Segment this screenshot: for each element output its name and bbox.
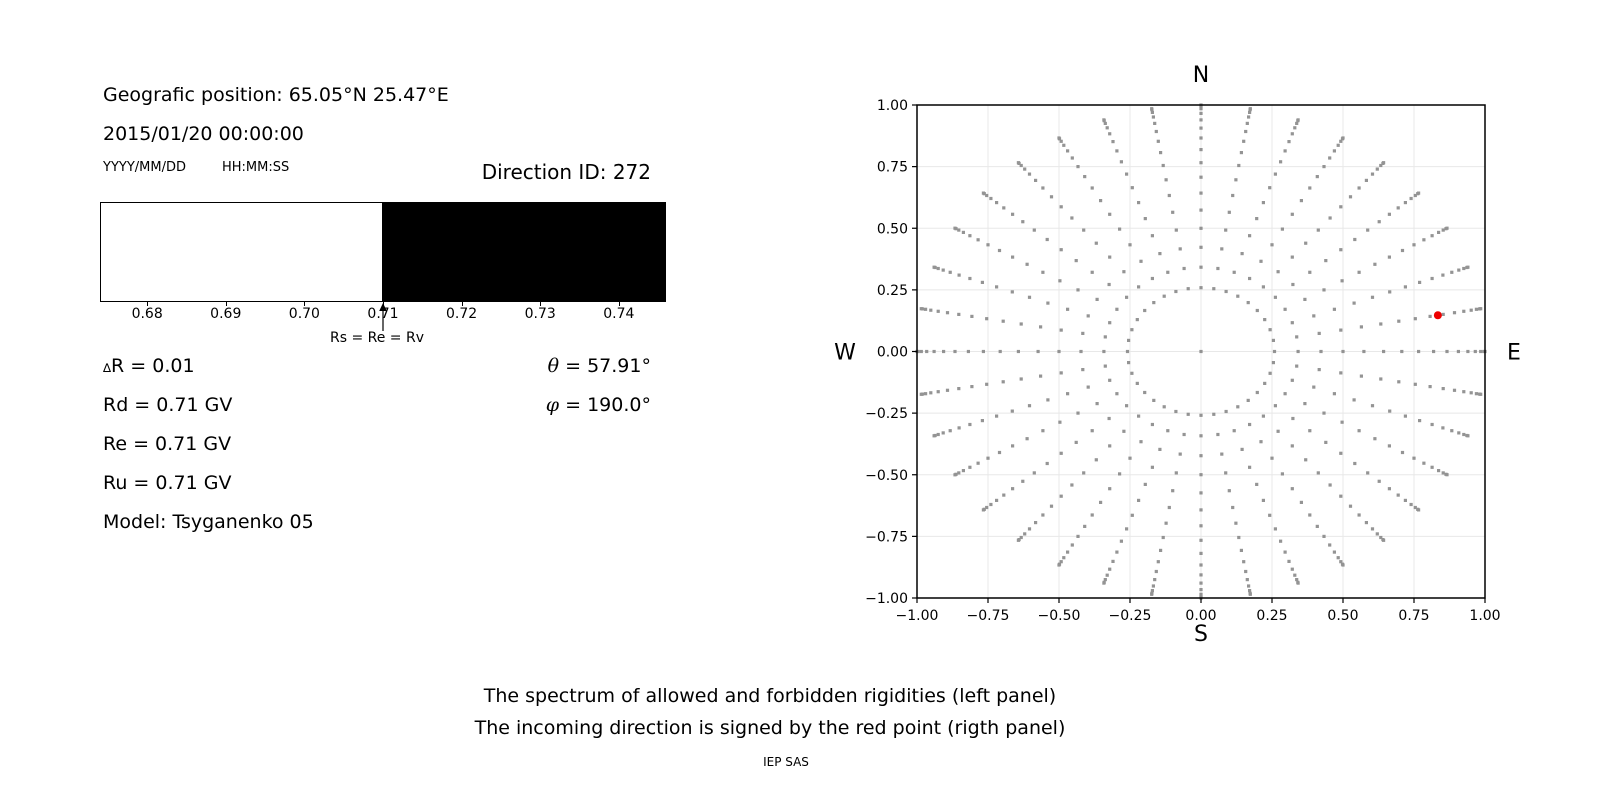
rigidity-tick-mark	[540, 302, 542, 306]
x-tick-label: 1.00	[1469, 608, 1500, 624]
model-text: Model: Tsyganenko 05	[103, 511, 314, 533]
direction-id-text: Direction ID: 272	[481, 160, 651, 184]
rigidity-tick-label: 0.69	[210, 306, 242, 322]
x-tick-label: 0.25	[1256, 608, 1287, 624]
theta-symbol: θ	[547, 355, 560, 377]
geographic-position-text: Geografic position: 65.05°N 25.47°E	[103, 84, 449, 106]
caption-line-2: The incoming direction is signed by the …	[474, 717, 1066, 739]
direction-grid-dots	[915, 103, 1487, 600]
theta-text: θ = 57.91°	[547, 355, 651, 377]
forbidden-band	[382, 203, 665, 301]
rigidity-tick-label: 0.74	[603, 306, 635, 322]
x-tick-label: −0.25	[1109, 608, 1152, 624]
rigidity-tick-mark	[618, 302, 620, 306]
y-tick-label: −0.50	[865, 468, 908, 484]
rigidity-tick-mark	[304, 302, 306, 306]
rigidity-tick-label: 0.72	[446, 306, 478, 322]
phi-symbol: φ	[545, 394, 560, 416]
y-tick-label: 0.25	[877, 283, 908, 299]
delta-symbol: ∆	[103, 361, 112, 375]
y-tick-label: −0.75	[865, 529, 908, 545]
datetime-text: 2015/01/20 00:00:00	[103, 123, 304, 145]
delta-r-text: ∆R = 0.01	[103, 355, 195, 377]
date-format-label: YYYY/MM/DD	[103, 160, 186, 175]
rd-text: Rd = 0.71 GV	[103, 394, 233, 416]
rigidity-tick-label: 0.73	[524, 306, 556, 322]
phi-text: φ = 190.0°	[545, 394, 651, 416]
south-label: S	[1194, 622, 1208, 647]
re-text: Re = 0.71 GV	[103, 433, 232, 455]
rigidity-spectrum-bar	[100, 202, 666, 302]
rigidity-tick-label: 0.68	[131, 306, 163, 322]
time-format-label: HH:MM:SS	[222, 160, 290, 175]
rigidity-tick-label: 0.70	[288, 306, 320, 322]
y-tick-label: 0.75	[877, 160, 908, 176]
x-tick-label: 0.50	[1327, 608, 1358, 624]
caption-line-1: The spectrum of allowed and forbidden ri…	[483, 685, 1057, 707]
credit-text: IEP SAS	[763, 755, 809, 769]
x-tick-label: 0.75	[1398, 608, 1429, 624]
rigidity-annotation: Rs = Re = Rv	[329, 330, 425, 346]
red-incoming-direction-point	[1433, 311, 1442, 320]
y-tick-label: 0.50	[877, 221, 908, 237]
rigidity-tick-mark	[225, 302, 227, 306]
rigidity-tick-mark	[461, 302, 463, 306]
y-tick-label: 0.00	[877, 345, 908, 361]
x-tick-label: 0.00	[1185, 608, 1216, 624]
x-tick-label: −0.75	[967, 608, 1010, 624]
rigidity-tick-mark	[147, 302, 149, 306]
x-tick-label: −0.50	[1038, 608, 1081, 624]
east-label: E	[1507, 341, 1521, 366]
west-label: W	[834, 341, 856, 366]
ru-text: Ru = 0.71 GV	[103, 472, 232, 494]
y-tick-label: −1.00	[865, 591, 908, 607]
north-label: N	[1193, 63, 1209, 88]
y-tick-label: −0.25	[865, 406, 908, 422]
y-tick-label: 1.00	[877, 98, 908, 114]
x-tick-label: −1.00	[896, 608, 939, 624]
